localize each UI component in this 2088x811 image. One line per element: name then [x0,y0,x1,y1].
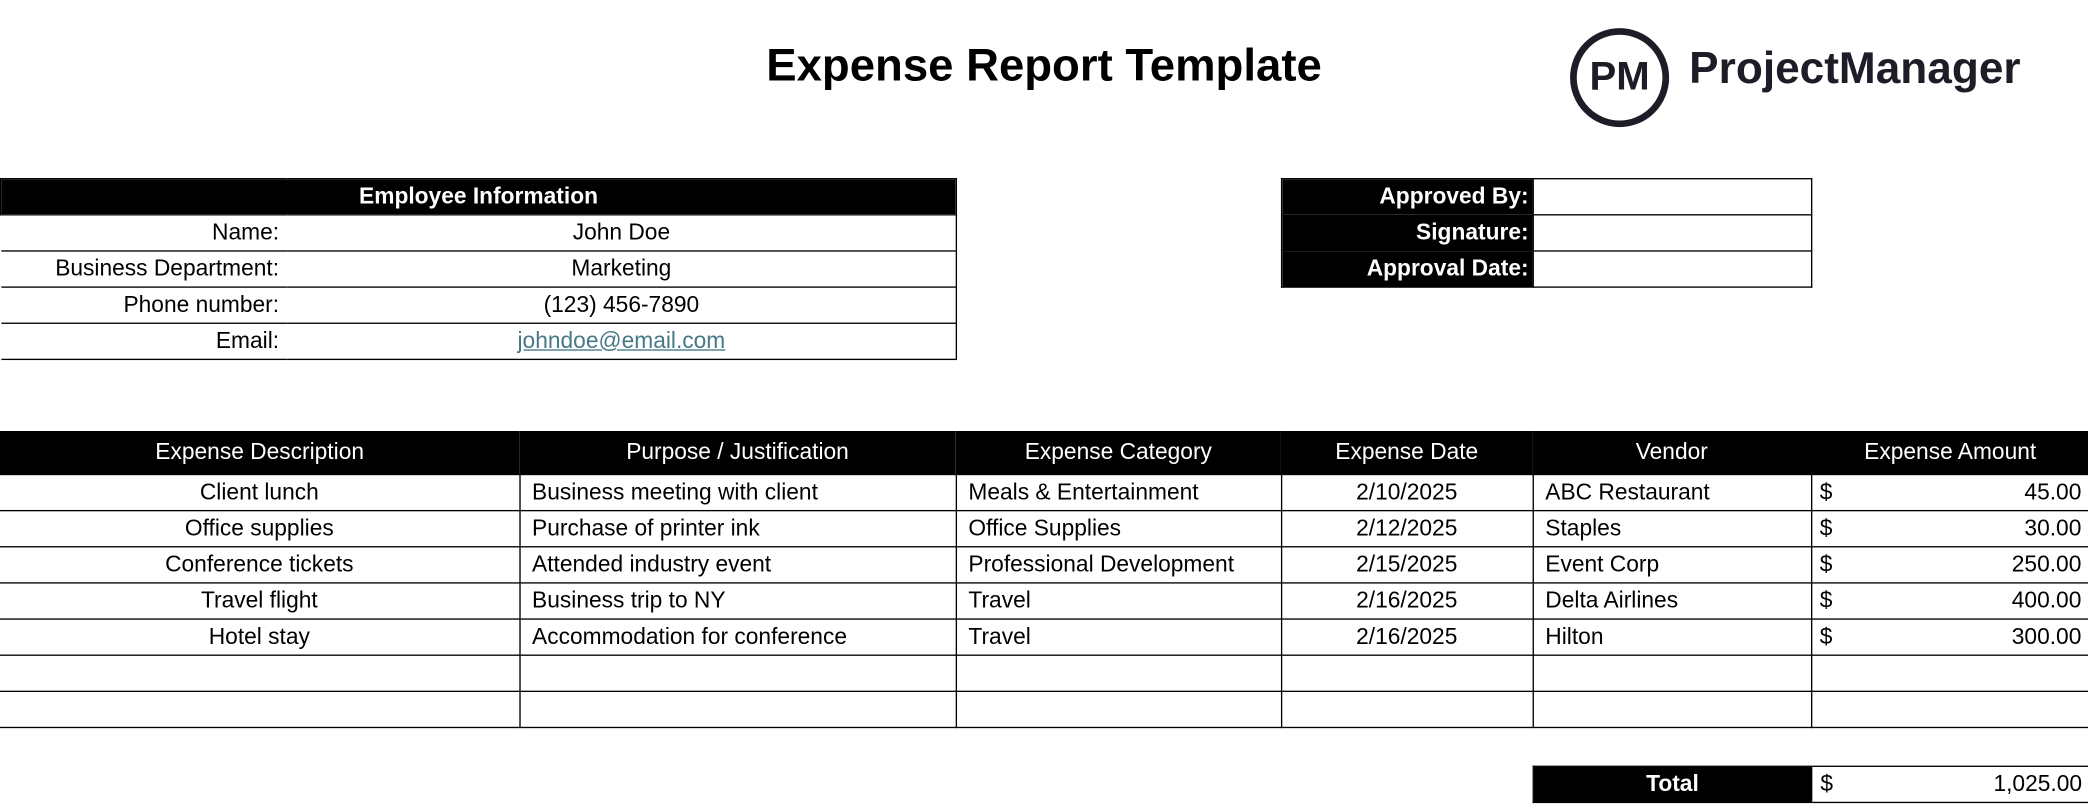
empty-cell[interactable] [519,690,957,729]
description-cell[interactable]: Hotel stay [0,618,521,656]
empty-cell[interactable] [519,654,957,693]
total-label: Total [1532,765,1812,804]
empty-cell[interactable] [0,690,521,729]
approved-by-field[interactable] [1532,178,1813,216]
category-cell[interactable]: Professional Development [955,546,1282,584]
purpose-cell[interactable]: Attended industry event [519,546,957,584]
empty-cell[interactable] [955,690,1282,729]
date-cell[interactable]: 2/16/2025 [1280,618,1534,656]
description-cell[interactable]: Office supplies [0,509,521,548]
department-label: Business Department: [0,250,288,288]
amount-value: 400.00 [2011,587,2082,614]
approval-date-field[interactable] [1532,250,1813,288]
empty-cell[interactable] [1810,654,2088,693]
table-row: Office supplies Purchase of printer ink Of… [0,509,2088,548]
vendor-cell[interactable]: Staples [1532,509,1812,548]
date-cell[interactable]: 2/12/2025 [1280,509,1534,548]
vendor-cell[interactable]: Hilton [1532,618,1812,656]
approval-date-label: Approval Date: [1280,250,1534,288]
email-label: Email: [0,322,288,361]
table-row: Client lunch Business meeting with client… [0,473,2088,512]
description-cell[interactable]: Travel flight [0,582,521,620]
amount-cell[interactable]: $45.00 [1810,473,2088,512]
empty-cell[interactable] [0,654,521,693]
category-cell[interactable]: Travel [955,618,1282,656]
table-row: Travel flight Business trip to NY Travel 2/… [0,582,2088,620]
employee-info-table: Employee Information Name: John Doe Busin… [0,178,958,361]
column-header: Vendor [1635,439,1708,465]
description-cell[interactable]: Client lunch [0,473,521,512]
email-link[interactable]: johndoe@email.com [517,327,726,354]
column-header: Expense Amount [1864,439,2037,465]
phone-value[interactable]: (123) 456-7890 [287,286,958,324]
currency-symbol: $ [1819,515,1833,541]
amount-value: 250.00 [2011,551,2082,577]
amount-cell[interactable]: $400.00 [1810,582,2088,620]
currency-symbol: $ [1819,479,1833,505]
purpose-cell[interactable]: Business meeting with client [519,473,957,512]
employee-info-header: Employee Information [0,178,958,216]
total-table: Total $1,025.00 [1532,765,2088,804]
table-row: Conference tickets Attended industry even… [0,546,2088,584]
department-value[interactable]: Marketing [287,250,958,288]
amount-cell[interactable]: $300.00 [1810,618,2088,656]
signature-label: Signature: [1280,214,1534,252]
approved-by-label: Approved By: [1280,178,1534,216]
column-header: Expense Date [1335,439,1479,465]
date-cell[interactable]: 2/10/2025 [1280,473,1534,512]
empty-cell[interactable] [1810,690,2088,729]
column-header: Expense Description [155,439,365,465]
purpose-cell[interactable]: Purchase of printer ink [519,509,957,548]
category-cell[interactable]: Meals & Entertainment [955,473,1282,512]
vendor-cell[interactable]: Event Corp [1532,546,1812,584]
empty-cell[interactable] [1532,690,1812,729]
expense-table: Expense Description Purpose / Justificati… [0,430,2088,729]
total-value: 1,025.00 [1993,770,2083,797]
empty-cell[interactable] [955,654,1282,693]
amount-cell[interactable]: $250.00 [1810,546,2088,584]
date-cell[interactable]: 2/15/2025 [1280,546,1534,584]
category-cell[interactable]: Travel [955,582,1282,620]
total-currency: $ [1820,770,1834,797]
currency-symbol: $ [1819,551,1833,577]
description-cell[interactable]: Conference tickets [0,546,521,584]
approval-table: Approved By: Signature: Approval Date: [1280,178,1813,288]
currency-symbol: $ [1819,623,1833,650]
empty-cell[interactable] [1532,654,1812,693]
table-row: Hotel stay Accommodation for conference Tr… [0,618,2088,656]
column-header: Expense Category [1024,439,1212,465]
name-value[interactable]: John Doe [287,214,958,252]
purpose-cell[interactable]: Business trip to NY [519,582,957,620]
logo-mark: PM [1570,28,1670,128]
vendor-cell[interactable]: Delta Airlines [1532,582,1812,620]
empty-cell[interactable] [1280,690,1534,729]
empty-cell[interactable] [1280,654,1534,693]
currency-symbol: $ [1819,587,1833,614]
empty-row [0,690,2088,729]
category-cell[interactable]: Office Supplies [955,509,1282,548]
purpose-cell[interactable]: Accommodation for conference [519,618,957,656]
name-label: Name: [0,214,288,252]
page-title: Expense Report Template [766,40,1322,92]
amount-cell[interactable]: $30.00 [1810,509,2088,548]
amount-value: 45.00 [2024,479,2082,505]
amount-value: 300.00 [2011,623,2082,650]
amount-value: 30.00 [2024,515,2082,541]
date-cell[interactable]: 2/16/2025 [1280,582,1534,620]
empty-row [0,654,2088,693]
signature-field[interactable] [1532,214,1813,252]
phone-label: Phone number: [0,286,288,324]
vendor-cell[interactable]: ABC Restaurant [1532,473,1812,512]
column-header: Purpose / Justification [626,439,849,465]
logo-name: ProjectManager [1689,42,2021,93]
